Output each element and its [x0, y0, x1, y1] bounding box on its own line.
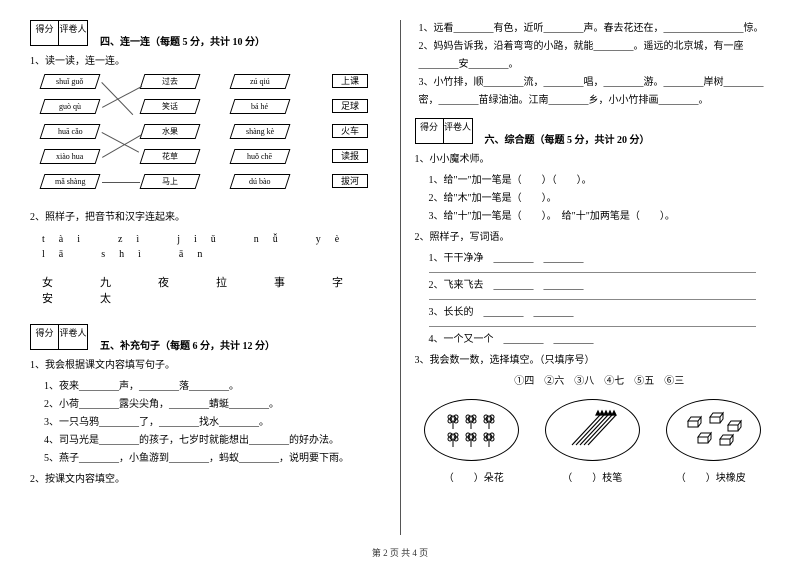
score-cell: 得分: [416, 119, 444, 143]
score-box: 得分 评卷人: [415, 118, 473, 144]
img-label: （ ）枝笔: [545, 469, 640, 484]
q6-2-item: 1、干干净净 ________ ________: [429, 250, 771, 268]
q6-2-item: 3、长长的 ________ ________: [429, 304, 771, 322]
flowers-image: [424, 399, 519, 461]
pinyin: shàng kè: [246, 127, 274, 136]
q4-1: 1、读一读，连一连。: [30, 54, 386, 70]
pencils-image: [545, 399, 640, 461]
img-label: （ ）块橡皮: [663, 469, 758, 484]
pinyin: shuǐ guǒ: [56, 77, 83, 86]
q5-2: 2、按课文内容填空。: [30, 472, 386, 488]
q6-2-item: 2、飞来飞去 ________ ________: [429, 277, 771, 295]
section5-title: 五、补充句子（每题 6 分，共计 12 分）: [100, 337, 275, 352]
score-cell: 得分: [31, 325, 59, 349]
fill-item: 1、远看________有色，近听________声。春去花还在，_______…: [419, 20, 771, 38]
column-divider: [400, 20, 401, 535]
char: 过去: [162, 76, 178, 87]
matching-diagram: shuǐ guǒ guò qù huā cǎo xiào hua mǎ shàn…: [42, 74, 386, 204]
grader-cell: 评卷人: [59, 325, 87, 349]
q6-3: 3、我会数一数，选择填空。（只填序号）: [415, 353, 771, 369]
char: 花草: [162, 151, 178, 162]
rule-line: [429, 299, 756, 300]
q5-1: 1、我会根据课文内容填写句子。: [30, 358, 386, 374]
fill-item: 3、小竹排，顺________流，________唱，________游。___…: [419, 74, 771, 110]
char: 马上: [162, 176, 178, 187]
left-column: 得分 评卷人 四、连一连（每题 5 分，共计 10 分） 1、读一读，连一连。 …: [18, 20, 398, 535]
q6-2: 2、照样子，写词语。: [415, 230, 771, 246]
pinyin: guò qù: [59, 102, 81, 111]
section5-head: 得分 评卷人 五、补充句子（每题 6 分，共计 12 分）: [30, 324, 386, 352]
section6-title: 六、综合题（每题 5 分，共计 20 分）: [485, 131, 650, 146]
q5-item: 2、小荷________露尖尖角，________蜻蜓________。: [44, 396, 386, 414]
fill-item: 2、妈妈告诉我，沿着弯弯的小路，就能________。遥远的北京城，有一座___…: [419, 38, 771, 74]
q6-1-item: 2、给"木"加一笔是（ ）。: [429, 190, 771, 208]
q5-item: 1、夜来________声，________落________。: [44, 378, 386, 396]
img-label: （ ）朵花: [426, 469, 521, 484]
score-cell: 得分: [31, 21, 59, 45]
erasers-image: [666, 399, 761, 461]
q6-1-item: 1、给"一"加一笔是（ ）（ ）。: [429, 172, 771, 190]
pinyin: xiào hua: [56, 152, 83, 161]
rule-line: [429, 272, 756, 273]
images-row: [419, 399, 767, 461]
char: 笑话: [162, 101, 178, 112]
q6-3-options: ①四 ②六 ③八 ④七 ⑤五 ⑥三: [429, 373, 771, 391]
grader-cell: 评卷人: [59, 21, 87, 45]
char: 足球: [332, 99, 368, 113]
q6-2-item: 4、一个又一个 ________ ________: [429, 331, 771, 349]
pinyin-row: tài zì jiǔ nǚ yè lā shì ān: [42, 230, 386, 260]
char-row: 女 九 夜 拉 事 字 安 太: [42, 274, 386, 306]
section4-head: 得分 评卷人 四、连一连（每题 5 分，共计 10 分）: [30, 20, 386, 48]
pinyin: huǒ chē: [247, 152, 272, 161]
pinyin: bá hé: [251, 102, 268, 111]
q5-item: 5、燕子________，小鱼游到________，蚂蚁________，说明要…: [44, 450, 386, 468]
q5-item: 4、司马光是________的孩子，七岁时就能想出________的好办法。: [44, 432, 386, 450]
image-labels: （ ）朵花 （ ）枝笔 （ ）块橡皮: [415, 469, 771, 484]
rule-line: [429, 326, 756, 327]
grader-cell: 评卷人: [444, 119, 472, 143]
pinyin: dú bào: [249, 177, 271, 186]
pinyin: mǎ shàng: [55, 177, 85, 186]
page-footer: 第 2 页 共 4 页: [0, 546, 800, 559]
char: 读报: [332, 149, 368, 163]
score-box: 得分 评卷人: [30, 20, 88, 46]
section6-head: 得分 评卷人 六、综合题（每题 5 分，共计 20 分）: [415, 118, 771, 146]
char: 火车: [332, 124, 368, 138]
q4-2: 2、照样子，把音节和汉字连起来。: [30, 210, 386, 226]
char: 上课: [332, 74, 368, 88]
pinyin: huā cǎo: [58, 127, 83, 136]
pinyin: zú qiú: [250, 77, 270, 86]
score-box: 得分 评卷人: [30, 324, 88, 350]
section4-title: 四、连一连（每题 5 分，共计 10 分）: [100, 33, 265, 48]
char: 拔河: [332, 174, 368, 188]
q6-1-item: 3、给"十"加一笔是（ ）。 给"十"加两笔是（ ）。: [429, 208, 771, 226]
q6-1: 1、小小魔术师。: [415, 152, 771, 168]
right-column: 1、远看________有色，近听________声。春去花还在，_______…: [403, 20, 783, 535]
char: 水果: [162, 126, 178, 137]
q5-item: 3、一只乌鸦________了，________找水________。: [44, 414, 386, 432]
